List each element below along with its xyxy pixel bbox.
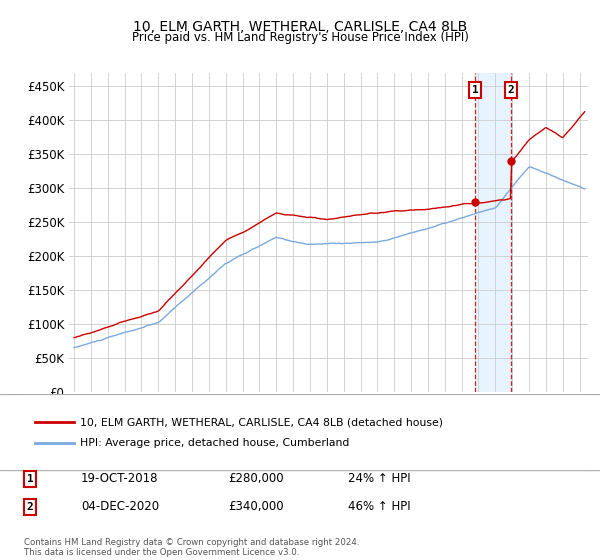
FancyBboxPatch shape	[0, 394, 600, 470]
Text: Price paid vs. HM Land Registry's House Price Index (HPI): Price paid vs. HM Land Registry's House …	[131, 31, 469, 44]
Text: 1: 1	[26, 474, 34, 484]
Text: 19-OCT-2018: 19-OCT-2018	[81, 472, 158, 486]
Text: 10, ELM GARTH, WETHERAL, CARLISLE, CA4 8LB: 10, ELM GARTH, WETHERAL, CARLISLE, CA4 8…	[133, 20, 467, 34]
Text: £340,000: £340,000	[228, 500, 284, 514]
Text: 2: 2	[26, 502, 34, 512]
Bar	[475, 73, 511, 392]
Text: 46% ↑ HPI: 46% ↑ HPI	[348, 500, 410, 514]
Text: 24% ↑ HPI: 24% ↑ HPI	[348, 472, 410, 486]
Text: £280,000: £280,000	[228, 472, 284, 486]
Text: HPI: Average price, detached house, Cumberland: HPI: Average price, detached house, Cumb…	[80, 438, 349, 448]
Text: Contains HM Land Registry data © Crown copyright and database right 2024.
This d: Contains HM Land Registry data © Crown c…	[24, 538, 359, 557]
Text: 10, ELM GARTH, WETHERAL, CARLISLE, CA4 8LB (detached house): 10, ELM GARTH, WETHERAL, CARLISLE, CA4 8…	[80, 417, 443, 427]
Text: 1: 1	[472, 85, 478, 95]
Text: 04-DEC-2020: 04-DEC-2020	[81, 500, 159, 514]
Text: 2: 2	[508, 85, 514, 95]
